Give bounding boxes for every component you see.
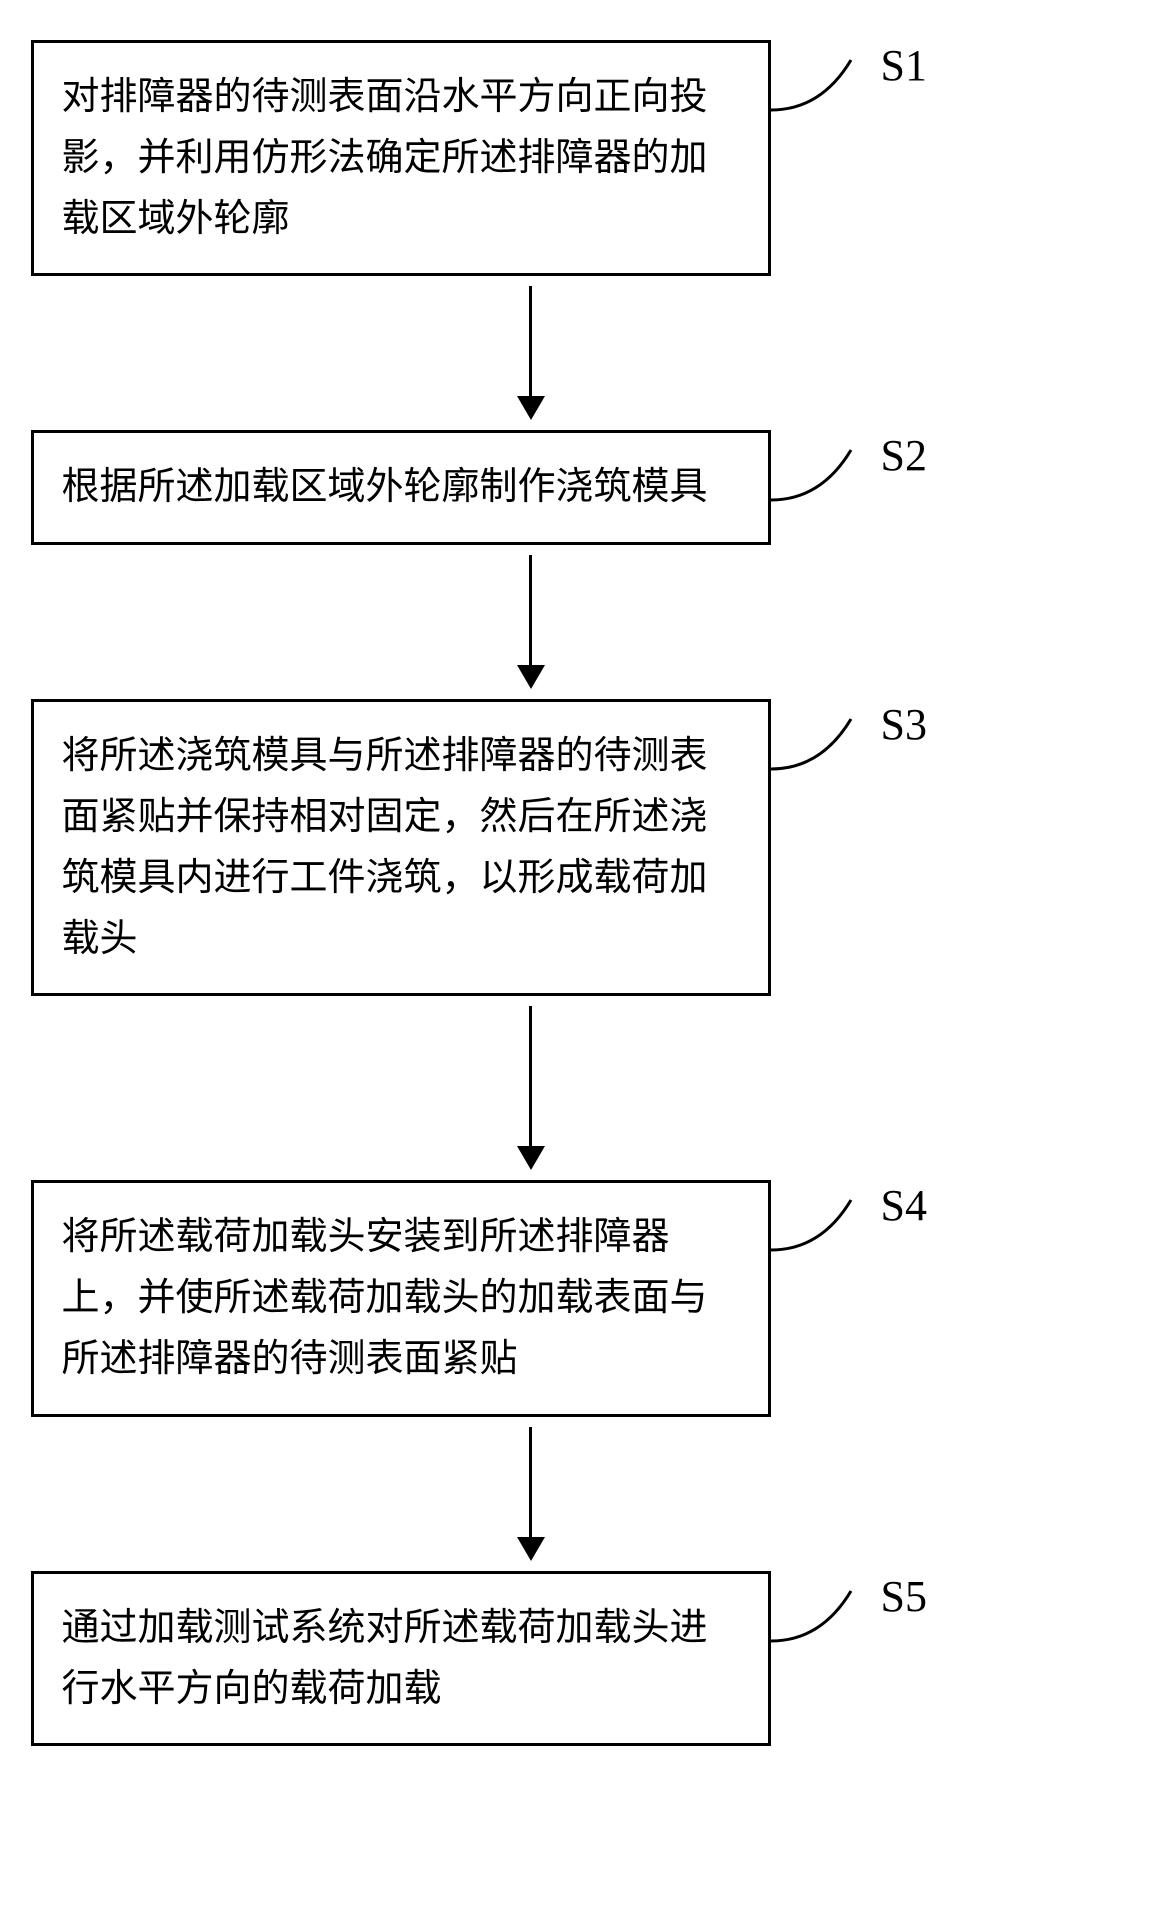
- arrow-s1-s2: [211, 276, 951, 430]
- arrow-s2-s3: [211, 545, 951, 699]
- connector-curve-s2: [771, 440, 871, 510]
- step-box-s1: 对排障器的待测表面沿水平方向正向投影，并利用仿形法确定所述排障器的加载区域外轮廓: [31, 40, 771, 276]
- step-box-s5: 通过加载测试系统对所述载荷加载头进行水平方向的载荷加载: [31, 1571, 771, 1747]
- step-box-s3: 将所述浇筑模具与所述排障器的待测表面紧贴并保持相对固定，然后在所述浇筑模具内进行…: [31, 699, 771, 996]
- connector-curve-s3: [771, 709, 871, 779]
- step-label-s5: S5: [881, 1571, 927, 1622]
- arrow-s4-s5: [211, 1417, 951, 1571]
- connector-curve-s1: [771, 50, 871, 120]
- step-row-s2: 根据所述加载区域外轮廓制作浇筑模具 S2: [31, 430, 1131, 545]
- step-label-s3: S3: [881, 699, 927, 750]
- step-label-s2: S2: [881, 430, 927, 481]
- step-row-s1: 对排障器的待测表面沿水平方向正向投影，并利用仿形法确定所述排障器的加载区域外轮廓…: [31, 40, 1131, 276]
- step-label-s4: S4: [881, 1180, 927, 1231]
- connector-curve-s5: [771, 1581, 871, 1651]
- step-row-s4: 将所述载荷加载头安装到所述排障器上，并使所述载荷加载头的加载表面与所述排障器的待…: [31, 1180, 1131, 1416]
- step-row-s5: 通过加载测试系统对所述载荷加载头进行水平方向的载荷加载 S5: [31, 1571, 1131, 1747]
- flowchart-container: 对排障器的待测表面沿水平方向正向投影，并利用仿形法确定所述排障器的加载区域外轮廓…: [31, 40, 1131, 1746]
- step-box-s4: 将所述载荷加载头安装到所述排障器上，并使所述载荷加载头的加载表面与所述排障器的待…: [31, 1180, 771, 1416]
- step-box-s2: 根据所述加载区域外轮廓制作浇筑模具: [31, 430, 771, 545]
- connector-curve-s4: [771, 1190, 871, 1260]
- arrow-s3-s4: [211, 996, 951, 1180]
- step-row-s3: 将所述浇筑模具与所述排障器的待测表面紧贴并保持相对固定，然后在所述浇筑模具内进行…: [31, 699, 1131, 996]
- step-label-s1: S1: [881, 40, 927, 91]
